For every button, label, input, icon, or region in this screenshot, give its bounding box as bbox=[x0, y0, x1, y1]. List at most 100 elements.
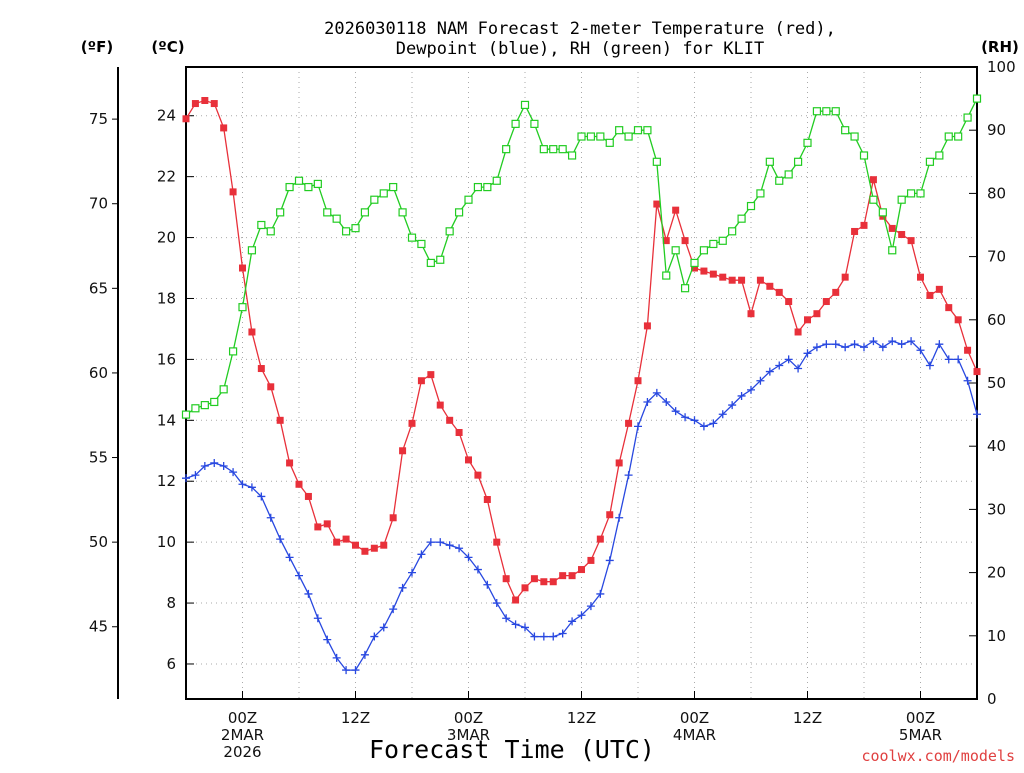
data-point bbox=[747, 310, 755, 318]
data-point bbox=[313, 614, 322, 623]
data-point bbox=[286, 459, 294, 467]
data-point bbox=[671, 407, 680, 416]
data-point bbox=[831, 107, 840, 116]
data-point bbox=[860, 221, 868, 229]
data-point bbox=[605, 138, 614, 147]
data-point bbox=[483, 496, 491, 504]
data-point bbox=[351, 666, 360, 675]
data-point bbox=[379, 623, 388, 632]
data-point bbox=[455, 428, 463, 436]
data-point bbox=[313, 179, 322, 189]
data-point bbox=[229, 468, 238, 477]
rh-tick-label: 80 bbox=[987, 184, 1006, 202]
data-point bbox=[851, 227, 859, 235]
data-point bbox=[850, 132, 859, 141]
tick-labels: 6 8 10 12 14 16 18 20 22 24 45 50 55 60 65 70 75 0 10 20 30 4… bbox=[89, 58, 1016, 761]
data-point bbox=[756, 189, 765, 198]
data-point bbox=[238, 480, 247, 489]
data-point bbox=[728, 276, 736, 284]
data-point bbox=[878, 343, 887, 352]
data-point bbox=[426, 258, 435, 268]
data-point bbox=[738, 276, 746, 284]
data-point bbox=[973, 368, 981, 376]
data-point bbox=[681, 237, 689, 245]
data-point bbox=[766, 282, 774, 290]
data-point bbox=[606, 511, 614, 519]
data-point bbox=[521, 584, 529, 592]
chart-title-line1: 2026030118 NAM Forecast 2-meter Temperat… bbox=[324, 19, 836, 39]
data-point bbox=[492, 599, 501, 608]
data-point bbox=[653, 200, 661, 208]
data-point bbox=[972, 94, 982, 103]
data-point bbox=[671, 246, 680, 255]
data-point bbox=[888, 246, 897, 255]
rh-tick-label: 0 bbox=[987, 690, 997, 708]
data-point bbox=[878, 208, 887, 217]
data-point bbox=[822, 340, 831, 349]
data-point bbox=[860, 343, 868, 352]
data-point bbox=[577, 132, 586, 141]
data-point bbox=[398, 208, 407, 217]
rh-unit-label: (RH) bbox=[981, 38, 1019, 56]
data-point bbox=[765, 157, 774, 166]
data-point bbox=[191, 100, 199, 108]
x-tick-label: 00Z bbox=[906, 709, 935, 727]
data-point bbox=[417, 550, 426, 559]
data-point bbox=[408, 568, 416, 577]
x-tick-label: 12Z bbox=[793, 709, 822, 727]
data-point bbox=[379, 189, 388, 198]
data-point bbox=[577, 611, 586, 620]
data-point bbox=[963, 113, 972, 122]
data-point bbox=[445, 541, 454, 550]
data-point bbox=[436, 401, 444, 409]
data-point bbox=[446, 416, 454, 424]
data-point bbox=[680, 284, 690, 293]
data-point bbox=[455, 544, 464, 553]
data-point bbox=[361, 547, 369, 555]
rh-tick-label: 90 bbox=[987, 121, 1006, 139]
data-point bbox=[709, 239, 718, 249]
data-point bbox=[558, 145, 567, 154]
data-point bbox=[540, 578, 548, 586]
data-point bbox=[398, 583, 407, 592]
data-point bbox=[690, 416, 699, 425]
data-point bbox=[662, 271, 671, 280]
data-point bbox=[370, 195, 379, 204]
fahrenheit-unit-label: (ºF) bbox=[81, 38, 113, 56]
fahrenheit-tick-label: 75 bbox=[89, 110, 108, 128]
celsius-tick-label: 10 bbox=[157, 533, 176, 551]
data-point bbox=[907, 337, 916, 346]
data-point bbox=[728, 401, 737, 410]
data-point bbox=[850, 340, 859, 349]
series-layer bbox=[181, 94, 982, 675]
data-point bbox=[304, 492, 312, 500]
data-point bbox=[464, 553, 473, 562]
data-point bbox=[765, 367, 774, 376]
data-point bbox=[304, 589, 313, 598]
data-point bbox=[832, 288, 840, 296]
data-point bbox=[247, 246, 257, 255]
data-point bbox=[935, 285, 943, 293]
data-point bbox=[935, 340, 944, 349]
x-tick-label: 00Z bbox=[454, 709, 483, 727]
data-point bbox=[200, 401, 209, 410]
fahrenheit-tick-label: 55 bbox=[89, 449, 108, 467]
data-point bbox=[427, 371, 435, 379]
data-point bbox=[578, 566, 585, 574]
fahrenheit-tick-label: 45 bbox=[89, 618, 108, 636]
data-point bbox=[370, 544, 378, 552]
celsius-tick-label: 14 bbox=[157, 411, 176, 429]
rh-tick-label: 100 bbox=[987, 58, 1016, 76]
x-tick-label: 2026 bbox=[223, 743, 261, 761]
chart-title-line2: Dewpoint (blue), RH (green) for KLIT bbox=[396, 39, 764, 59]
data-point bbox=[267, 383, 275, 391]
data-point bbox=[417, 377, 425, 385]
rh-tick-label: 60 bbox=[987, 311, 1006, 329]
data-point bbox=[182, 474, 190, 483]
data-point bbox=[624, 471, 633, 480]
data-point bbox=[332, 653, 341, 662]
data-point bbox=[539, 632, 548, 641]
data-point bbox=[926, 291, 934, 299]
data-point bbox=[229, 188, 237, 196]
